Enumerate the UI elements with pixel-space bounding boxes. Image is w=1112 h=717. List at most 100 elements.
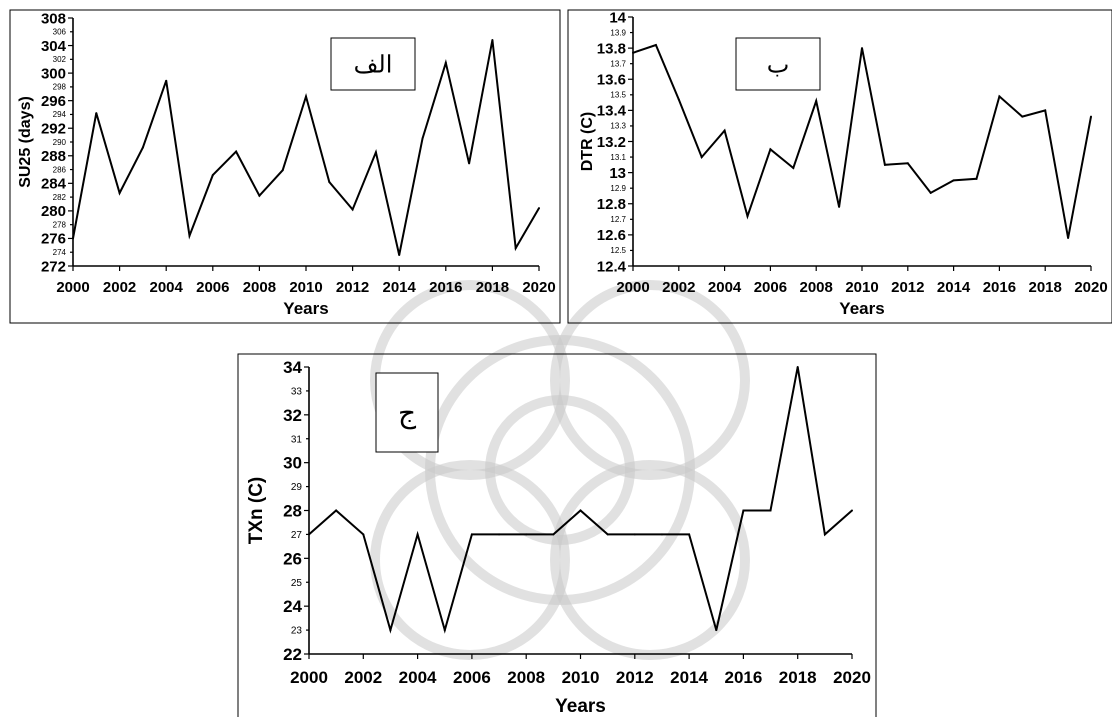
data-point — [281, 169, 284, 172]
data-point — [796, 366, 799, 368]
y-minor-tick-label: 25 — [291, 578, 303, 589]
x-tick-label: 2020 — [522, 279, 555, 296]
data-point — [72, 237, 74, 240]
y-tick-label: 13.4 — [597, 103, 627, 120]
data-point — [491, 39, 494, 42]
y-tick-label: 296 — [41, 93, 66, 110]
data-point — [258, 194, 261, 197]
data-point — [470, 533, 473, 536]
y-tick-label: 12.8 — [597, 196, 626, 213]
data-point — [118, 191, 121, 194]
y-tick-label: 13.8 — [597, 40, 626, 57]
y-axis-title: DTR (C) — [579, 112, 596, 172]
data-point — [335, 509, 338, 512]
data-point — [444, 61, 447, 64]
data-point — [746, 215, 749, 218]
x-axis-title: Years — [555, 696, 606, 717]
y-minor-tick-label: 274 — [53, 248, 67, 257]
data-point — [305, 95, 307, 98]
data-point — [769, 509, 772, 512]
data-point — [723, 129, 726, 132]
data-point — [792, 166, 795, 169]
data-point — [498, 533, 501, 536]
chart-panel-3: 22 24 26 28 30 32 34 23 25 27 29 31 33 2000 2002 2004 20… — [237, 353, 877, 717]
data-point — [906, 162, 909, 165]
y-tick-label: 28 — [283, 501, 302, 520]
data-point — [677, 98, 680, 101]
y-tick-label: 22 — [283, 645, 302, 664]
y-minor-tick-label: 23 — [291, 626, 303, 637]
data-point — [416, 533, 419, 536]
data-point — [165, 79, 168, 82]
x-tick-label: 2018 — [476, 279, 509, 296]
x-tick-label: 2020 — [1074, 279, 1107, 296]
y-minor-tick-label: 27 — [291, 530, 303, 541]
y-minor-tick-label: 13.9 — [610, 28, 626, 37]
y-minor-tick-label: 12.7 — [610, 215, 626, 224]
data-point — [398, 253, 401, 256]
y-minor-tick-label: 302 — [53, 55, 67, 64]
y-minor-tick-label: 12.9 — [610, 184, 626, 193]
data-point — [838, 205, 841, 208]
data-point — [883, 163, 886, 166]
x-tick-label: 2004 — [399, 668, 437, 687]
y-tick-label: 12.6 — [597, 227, 626, 244]
data-point — [632, 51, 634, 54]
y-minor-tick-label: 294 — [53, 110, 67, 119]
y-minor-tick-label: 286 — [53, 165, 67, 174]
x-tick-label: 2004 — [150, 279, 184, 296]
panel-label: ب — [767, 50, 790, 78]
watermark-emblem — [370, 280, 750, 660]
data-point — [769, 148, 772, 151]
y-tick-label: 300 — [41, 65, 66, 82]
y-tick-label: 30 — [283, 454, 302, 473]
x-tick-label: 2018 — [779, 668, 817, 687]
data-point — [952, 179, 955, 182]
x-tick-label: 2016 — [983, 279, 1016, 296]
data-point — [362, 533, 365, 536]
y-tick-label: 26 — [283, 549, 302, 568]
x-axis-title: Years — [839, 299, 884, 318]
data-point — [861, 47, 863, 50]
data-point — [1067, 236, 1070, 239]
x-tick-label: 2000 — [56, 279, 89, 296]
data-point — [443, 629, 446, 632]
x-tick-label: 2002 — [344, 668, 382, 687]
y-tick-label: 308 — [41, 10, 66, 27]
x-tick-label: 2002 — [103, 279, 136, 296]
y-tick-label: 304 — [41, 38, 67, 55]
x-tick-label: 2010 — [289, 279, 322, 296]
panel-frame — [9, 9, 561, 324]
data-point — [975, 177, 978, 180]
data-point — [141, 146, 144, 149]
data-point — [421, 137, 424, 140]
panel-frame — [237, 353, 877, 717]
y-tick-label: 13.2 — [597, 134, 626, 151]
chart-panel-2: 12.4 12.6 12.8 13 13.2 13.4 13.6 13.8 14 12.5 12.7… — [567, 9, 1112, 324]
y-tick-label: 32 — [283, 406, 302, 425]
x-tick-label: 2014 — [937, 279, 971, 296]
x-tick-label: 2010 — [845, 279, 878, 296]
y-tick-label: 13 — [609, 165, 626, 182]
panel-label-box — [735, 37, 821, 91]
data-point — [633, 533, 636, 536]
data-point — [552, 533, 555, 536]
chart-panel-1: 272 276 280 284 288 292 296 300 304 308 274 278 282 2… — [9, 9, 561, 324]
data-point — [688, 533, 691, 536]
y-minor-tick-label: 29 — [291, 482, 303, 493]
x-tick-label: 2016 — [429, 279, 462, 296]
data-point — [468, 162, 471, 165]
x-tick-label: 2006 — [196, 279, 229, 296]
panel-label: الف — [354, 50, 393, 78]
y-tick-label: 272 — [41, 258, 66, 275]
y-tick-label: 13.6 — [597, 72, 626, 89]
data-point — [374, 151, 377, 154]
x-tick-label: 2000 — [616, 279, 649, 296]
data-point — [579, 509, 582, 512]
x-tick-label: 2014 — [670, 668, 708, 687]
data-point — [823, 533, 826, 536]
data-point — [654, 44, 657, 47]
data-point — [308, 533, 310, 536]
y-minor-tick-label: 31 — [291, 434, 303, 445]
y-minor-tick-label: 13.3 — [610, 122, 626, 131]
